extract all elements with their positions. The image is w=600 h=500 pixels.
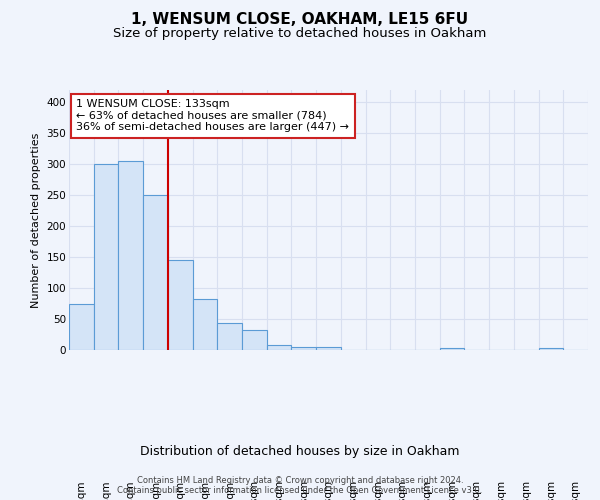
Bar (292, 347, 316, 350)
Text: 171sqm: 171sqm (200, 480, 210, 500)
Text: 463sqm: 463sqm (497, 480, 506, 500)
Text: 49sqm: 49sqm (76, 480, 86, 500)
Text: 146sqm: 146sqm (175, 480, 185, 500)
Text: Contains HM Land Registry data © Crown copyright and database right 2024.
Contai: Contains HM Land Registry data © Crown c… (118, 476, 482, 495)
Text: 73sqm: 73sqm (101, 480, 111, 500)
Text: 219sqm: 219sqm (250, 480, 259, 500)
Text: 366sqm: 366sqm (398, 480, 407, 500)
Text: 244sqm: 244sqm (274, 480, 284, 500)
Text: Distribution of detached houses by size in Oakham: Distribution of detached houses by size … (140, 444, 460, 458)
Text: 536sqm: 536sqm (571, 480, 581, 500)
Y-axis label: Number of detached properties: Number of detached properties (31, 132, 41, 308)
Bar (118, 161, 143, 350)
Text: 512sqm: 512sqm (546, 480, 556, 500)
Bar (316, 347, 341, 350)
Text: Size of property relative to detached houses in Oakham: Size of property relative to detached ho… (113, 28, 487, 40)
Bar (69, 304, 94, 350)
Bar (94, 164, 118, 350)
Text: 1 WENSUM CLOSE: 133sqm
← 63% of detached houses are smaller (784)
36% of semi-de: 1 WENSUM CLOSE: 133sqm ← 63% of detached… (76, 100, 349, 132)
Bar (440, 348, 464, 350)
Bar (217, 323, 242, 350)
Bar (193, 298, 217, 350)
Bar (267, 345, 292, 350)
Text: 195sqm: 195sqm (224, 480, 235, 500)
Text: 293sqm: 293sqm (323, 480, 334, 500)
Bar (539, 348, 563, 350)
Text: 268sqm: 268sqm (299, 480, 309, 500)
Text: 414sqm: 414sqm (447, 480, 457, 500)
Text: 1, WENSUM CLOSE, OAKHAM, LE15 6FU: 1, WENSUM CLOSE, OAKHAM, LE15 6FU (131, 12, 469, 28)
Text: 317sqm: 317sqm (348, 480, 358, 500)
Text: 439sqm: 439sqm (472, 480, 482, 500)
Text: 487sqm: 487sqm (521, 480, 531, 500)
Bar (143, 195, 168, 350)
Text: 98sqm: 98sqm (126, 480, 136, 500)
Text: 122sqm: 122sqm (151, 480, 161, 500)
Bar (168, 260, 193, 350)
Text: 341sqm: 341sqm (373, 480, 383, 500)
Bar (242, 330, 267, 350)
Text: 390sqm: 390sqm (422, 480, 433, 500)
